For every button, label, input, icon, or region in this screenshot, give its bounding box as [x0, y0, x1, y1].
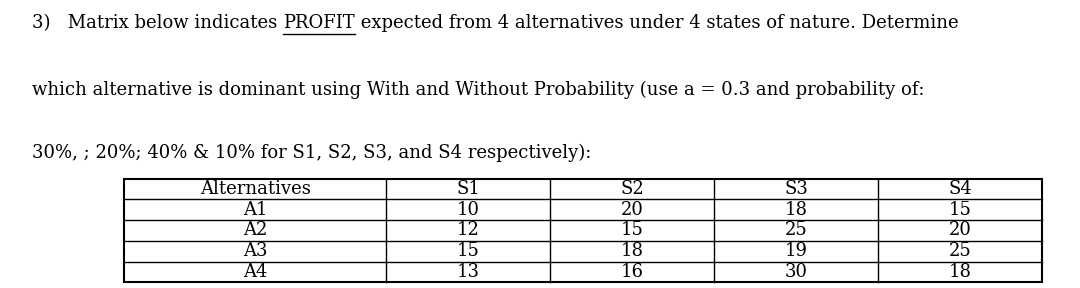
Text: PROFIT: PROFIT	[283, 14, 355, 33]
Text: A4: A4	[243, 263, 268, 281]
Text: 12: 12	[457, 221, 480, 239]
Text: S4: S4	[948, 180, 972, 198]
Text: 15: 15	[949, 201, 972, 219]
Bar	[124, 179, 1042, 282]
Text: 18: 18	[621, 242, 644, 260]
Text: S1: S1	[457, 180, 481, 198]
Text: 3)   Matrix below indicates: 3) Matrix below indicates	[32, 14, 283, 33]
Text: A2: A2	[243, 221, 268, 239]
Text: S2: S2	[621, 180, 645, 198]
Text: 25: 25	[949, 242, 972, 260]
Text: 25: 25	[785, 221, 808, 239]
Text: 15: 15	[621, 221, 644, 239]
Text: 30: 30	[785, 263, 808, 281]
Text: Alternatives: Alternatives	[200, 180, 311, 198]
Text: 30%, ; 20%; 40% & 10% for S1, S2, S3, and S4 respectively):: 30%, ; 20%; 40% & 10% for S1, S2, S3, an…	[32, 144, 592, 162]
Text: 20: 20	[621, 201, 644, 219]
Text: 20: 20	[949, 221, 972, 239]
Text: 16: 16	[621, 263, 644, 281]
Text: 10: 10	[457, 201, 480, 219]
Text: expected from 4 alternatives under 4 states of nature. Determine: expected from 4 alternatives under 4 sta…	[355, 14, 959, 33]
Text: A1: A1	[243, 201, 268, 219]
Text: 18: 18	[785, 201, 808, 219]
Text: which alternative is dominant using With and Without Probability (use a = 0.3 an: which alternative is dominant using With…	[32, 81, 924, 99]
Text: 13: 13	[457, 263, 480, 281]
Text: 19: 19	[785, 242, 808, 260]
Text: A3: A3	[243, 242, 268, 260]
Text: 18: 18	[948, 263, 972, 281]
Text: S3: S3	[784, 180, 808, 198]
Text: 15: 15	[457, 242, 480, 260]
